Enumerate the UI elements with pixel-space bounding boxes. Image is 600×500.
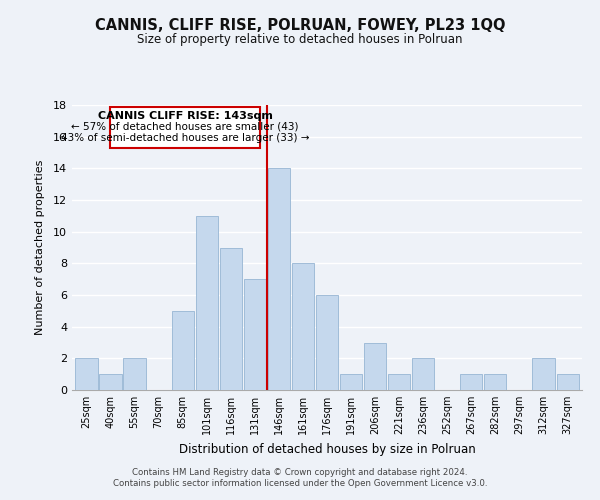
Text: ← 57% of detached houses are smaller (43): ← 57% of detached houses are smaller (43… [71,122,299,132]
Bar [76,358,98,390]
Y-axis label: Number of detached properties: Number of detached properties [35,160,44,335]
Text: Contains HM Land Registry data © Crown copyright and database right 2024.
Contai: Contains HM Land Registry data © Crown c… [113,468,487,487]
Bar [244,279,266,390]
Bar [340,374,362,390]
Bar [532,358,554,390]
Bar [412,358,434,390]
Bar [292,264,314,390]
FancyBboxPatch shape [110,106,260,148]
Bar [388,374,410,390]
Text: 43% of semi-detached houses are larger (33) →: 43% of semi-detached houses are larger (… [61,132,310,142]
Bar [196,216,218,390]
Bar [460,374,482,390]
X-axis label: Distribution of detached houses by size in Polruan: Distribution of detached houses by size … [179,442,475,456]
Text: Size of property relative to detached houses in Polruan: Size of property relative to detached ho… [137,32,463,46]
Text: CANNIS, CLIFF RISE, POLRUAN, FOWEY, PL23 1QQ: CANNIS, CLIFF RISE, POLRUAN, FOWEY, PL23… [95,18,505,32]
Bar [316,295,338,390]
Bar [557,374,578,390]
Bar [100,374,122,390]
Bar [364,342,386,390]
Bar [172,311,194,390]
Bar [484,374,506,390]
Bar [124,358,146,390]
Bar [220,248,242,390]
Text: CANNIS CLIFF RISE: 143sqm: CANNIS CLIFF RISE: 143sqm [98,112,272,122]
Bar [268,168,290,390]
